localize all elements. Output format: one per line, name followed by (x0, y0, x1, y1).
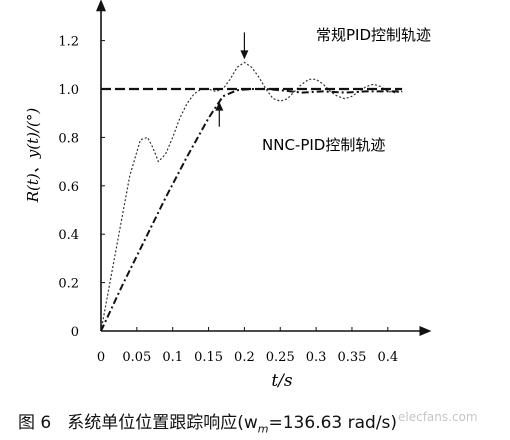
y-axis-arrow (96, 0, 106, 12)
y-axis-label: R(t)、y(t)/(°) (24, 108, 42, 204)
figure-caption: 图 6 系统单位位置跟踪响应(wm=136.63 rad/s) (18, 408, 498, 436)
x-tick-label: 0.2 (234, 350, 255, 365)
caption-text: 系统单位位置跟踪响应(w (67, 413, 258, 433)
chart-series (100, 61, 403, 332)
series-line-response-1 (100, 88, 403, 332)
chart-axes (96, 0, 432, 336)
annotation-label-nnc-pid: NNC-PID控制轨迹 (262, 136, 385, 154)
y-tick-label: 0.2 (58, 277, 79, 292)
y-tick-label: 0.4 (58, 228, 79, 243)
x-tick-label: 0.3 (306, 350, 327, 365)
response-chart: 0 0.05 0.1 0.15 0.2 0.25 0.3 0.35 0.4 0 0.2 0.4 0.6 0… (24, 0, 432, 391)
y-tick-label: 1.2 (58, 35, 79, 50)
caption-subscript: m (257, 422, 269, 436)
caption-text-after: =136.63 rad/s) (268, 413, 398, 433)
y-tick-label: 0 (71, 325, 79, 340)
y-tick-label: 0.8 (58, 131, 79, 146)
x-tick-label: 0.15 (194, 350, 223, 365)
annotation-arrowhead (240, 50, 249, 60)
chart-ticks: 0 0.05 0.1 0.15 0.2 0.25 0.3 0.35 0.4 0 0.2 0.4 0.6 0… (58, 35, 398, 365)
series-line-response-0 (100, 61, 403, 332)
annotation-label-pid: 常规PID控制轨迹 (316, 26, 431, 44)
watermark-text: elecfans.com (398, 410, 478, 424)
chart-annotations: 常规PID控制轨迹 NNC-PID控制轨迹 (215, 26, 431, 154)
x-axis-arrow (419, 326, 432, 336)
y-tick-label: 0.6 (58, 180, 79, 195)
x-axis-label: t/s (271, 371, 293, 391)
y-tick-label: 1.0 (58, 83, 79, 98)
x-tick-label: 0.35 (337, 350, 366, 365)
x-tick-label: 0 (97, 350, 105, 365)
figure-number: 图 6 (18, 413, 52, 433)
x-tick-label: 0.25 (266, 350, 295, 365)
x-tick-label: 0.4 (377, 350, 398, 365)
x-tick-label: 0.1 (162, 350, 183, 365)
x-tick-label: 0.05 (122, 350, 151, 365)
annotation-arrowhead (215, 101, 224, 111)
